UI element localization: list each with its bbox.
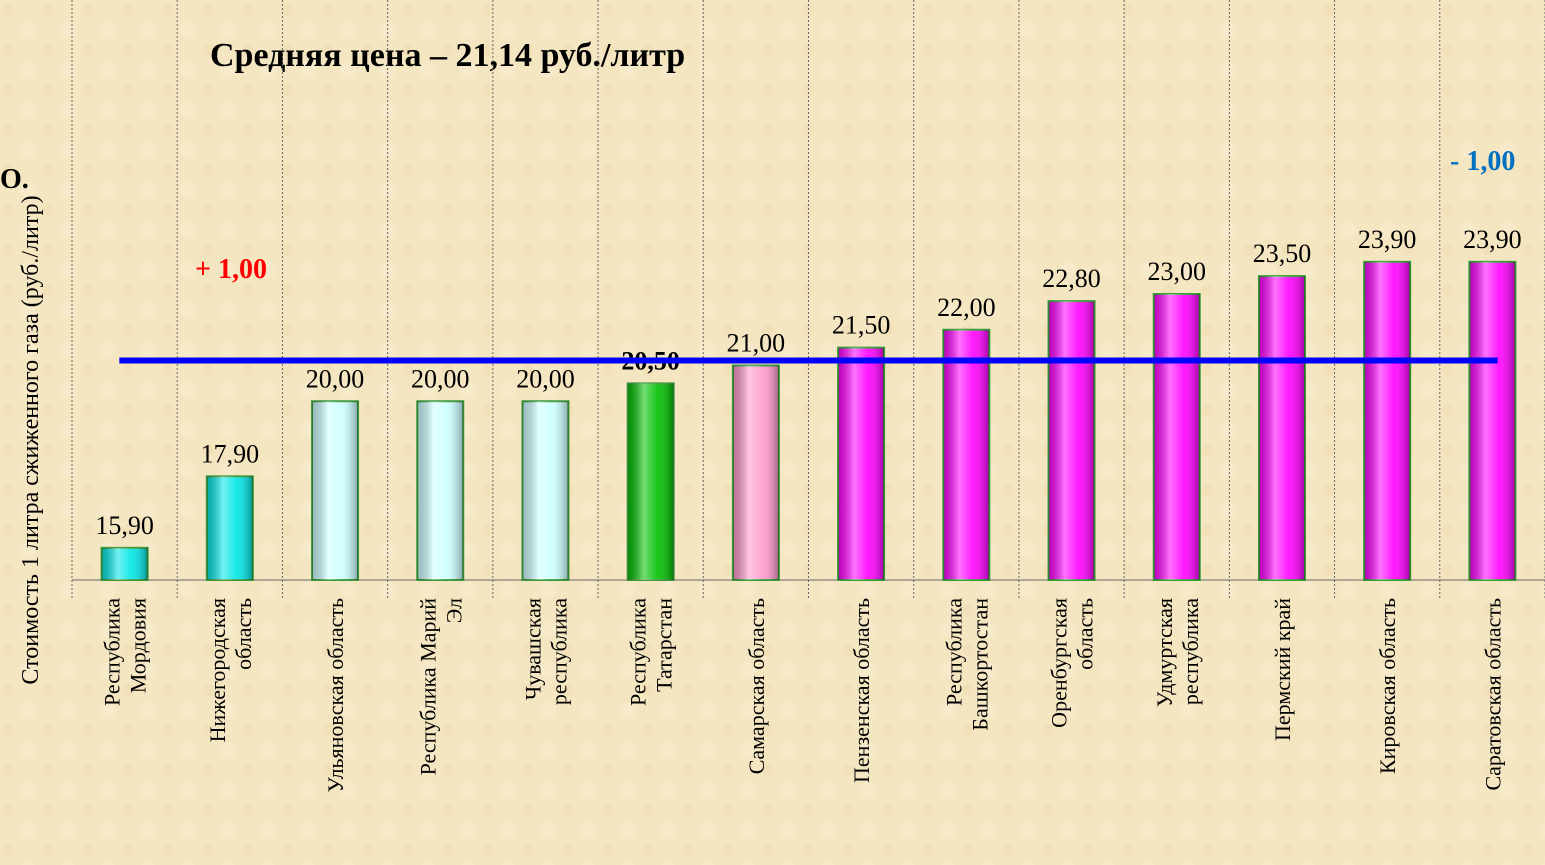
value-label: 23,90 — [1358, 225, 1417, 254]
x-tick-label: РеспубликаБашкортостан — [941, 598, 992, 731]
annotation: О. — [0, 164, 29, 195]
bar-shine — [1153, 294, 1200, 580]
value-label: 15,90 — [95, 511, 154, 540]
bar-shine — [1364, 261, 1411, 580]
bar-shine — [101, 547, 148, 580]
value-label: 20,00 — [306, 364, 365, 393]
x-tick-label: Пермский край — [1270, 598, 1295, 741]
x-tick-label: Оренбургскаяобласть — [1047, 598, 1098, 728]
value-label: 21,00 — [727, 329, 786, 358]
value-label: 23,50 — [1253, 239, 1312, 268]
x-tick-label: Саратовская область — [1480, 598, 1505, 791]
annotation: - 1,00 — [1450, 146, 1515, 177]
bar-shine — [312, 401, 359, 580]
bar-shine — [522, 401, 569, 580]
value-label: 22,00 — [937, 293, 996, 322]
bar-shine — [206, 476, 253, 580]
x-tick-label: Республика МарийЭл — [415, 598, 466, 776]
value-label: 17,90 — [201, 439, 260, 468]
bar-shine — [1469, 261, 1516, 580]
x-tick-label: Пензенская область — [849, 598, 874, 783]
bar-shine — [627, 383, 674, 580]
bar-shine — [417, 401, 464, 580]
x-tick-label: Нижегородскаяобласть — [205, 598, 256, 742]
value-label: 23,90 — [1463, 225, 1522, 254]
x-tick-label: Чувашскаяреспублика — [520, 598, 571, 705]
x-tick-label: Кировская область — [1375, 598, 1400, 774]
x-tick-label: Самарская область — [744, 598, 769, 774]
value-label: 22,80 — [1042, 264, 1101, 293]
value-label: 21,50 — [832, 311, 891, 340]
value-label: 20,00 — [411, 364, 470, 393]
bar-shine — [732, 365, 779, 580]
x-tick-label: РеспубликаТатарстан — [626, 598, 677, 706]
y-axis-label: Стоимость 1 литра сжиженного газа (руб./… — [18, 195, 44, 684]
x-tick-label: Ульяновская область — [323, 598, 348, 793]
bar-shine — [838, 347, 885, 580]
bar-shine — [1048, 301, 1095, 580]
value-label: 23,00 — [1148, 257, 1207, 286]
x-tick-label: РеспубликаМордовия — [100, 598, 151, 706]
chart-title: Средняя цена – 21,14 руб./литр — [210, 37, 685, 74]
x-tick-label: Удмуртскаяреспублика — [1152, 598, 1203, 707]
annotation: + 1,00 — [195, 254, 267, 285]
bar-shine — [943, 329, 990, 580]
value-label: 20,00 — [516, 364, 575, 393]
bar-shine — [1258, 276, 1305, 580]
